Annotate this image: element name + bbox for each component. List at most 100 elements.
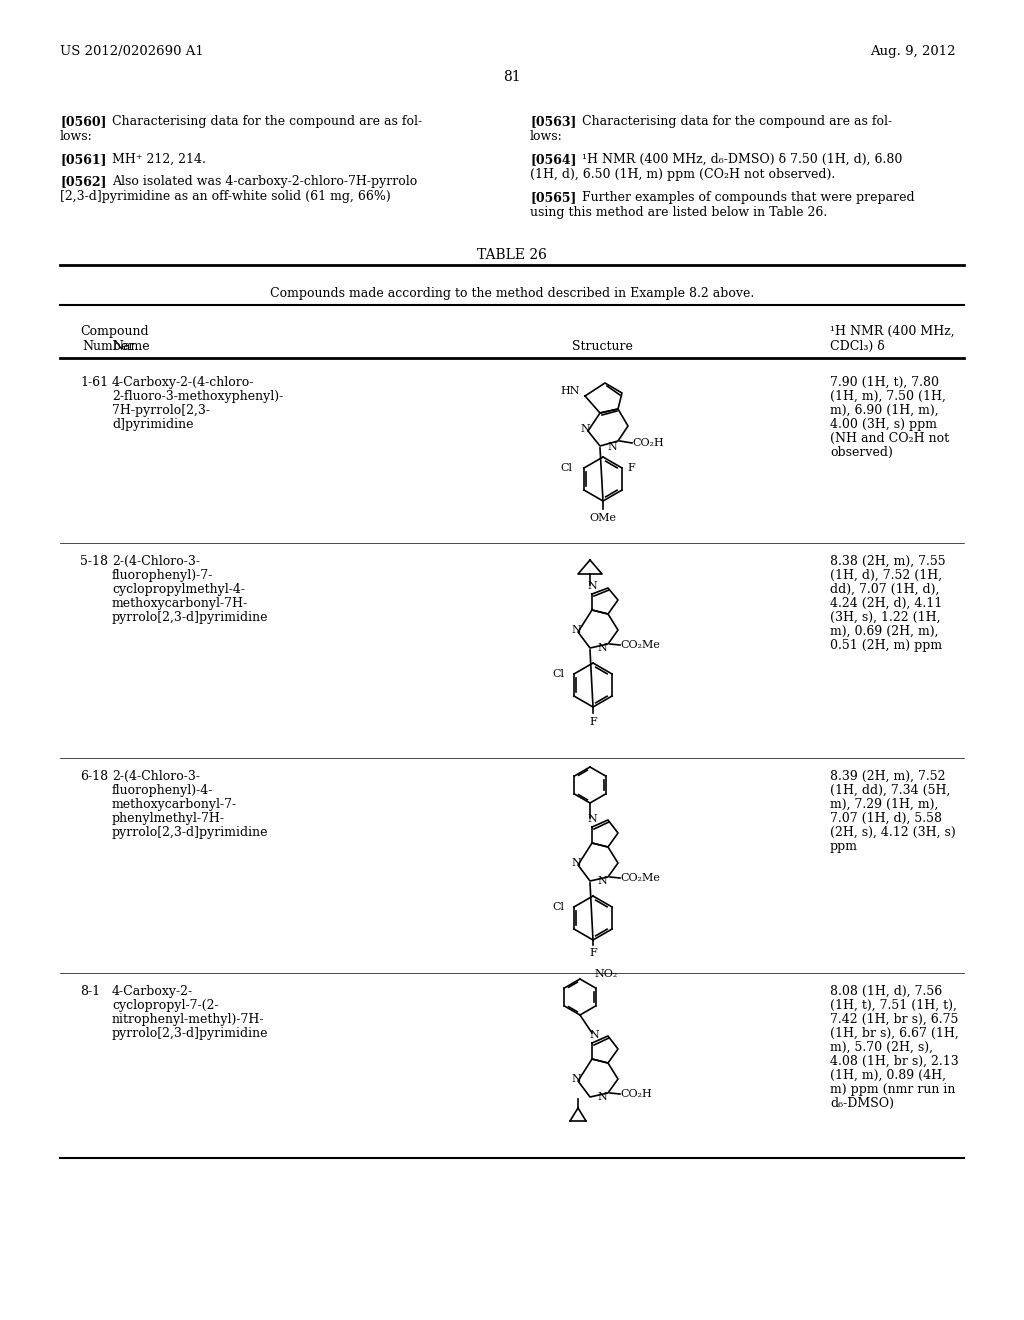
Text: Compounds made according to the method described in Example 8.2 above.: Compounds made according to the method d… xyxy=(270,286,754,300)
Text: 7.42 (1H, br s), 6.75: 7.42 (1H, br s), 6.75 xyxy=(830,1012,958,1026)
Text: fluorophenyl)-7-: fluorophenyl)-7- xyxy=(112,569,213,582)
Text: (1H, d), 7.52 (1H,: (1H, d), 7.52 (1H, xyxy=(830,569,942,582)
Text: nitrophenyl-methyl)-7H-: nitrophenyl-methyl)-7H- xyxy=(112,1012,264,1026)
Text: N: N xyxy=(571,858,581,869)
Text: Structure: Structure xyxy=(572,341,633,352)
Text: phenylmethyl-7H-: phenylmethyl-7H- xyxy=(112,812,225,825)
Text: [0562]: [0562] xyxy=(60,176,106,187)
Text: (3H, s), 1.22 (1H,: (3H, s), 1.22 (1H, xyxy=(830,611,940,624)
Text: ¹H NMR (400 MHz,: ¹H NMR (400 MHz, xyxy=(830,325,954,338)
Text: CO₂H: CO₂H xyxy=(620,1089,651,1100)
Text: m) ppm (nmr run in: m) ppm (nmr run in xyxy=(830,1082,955,1096)
Text: pyrrolo[2,3-d]pyrimidine: pyrrolo[2,3-d]pyrimidine xyxy=(112,826,268,840)
Text: Also isolated was 4-carboxy-2-chloro-7H-pyrrolo: Also isolated was 4-carboxy-2-chloro-7H-… xyxy=(112,176,417,187)
Text: CDCl₃) δ: CDCl₃) δ xyxy=(830,341,885,352)
Text: m), 5.70 (2H, s),: m), 5.70 (2H, s), xyxy=(830,1041,933,1053)
Text: Cl: Cl xyxy=(560,463,572,473)
Text: OMe: OMe xyxy=(590,513,616,523)
Text: 8.38 (2H, m), 7.55: 8.38 (2H, m), 7.55 xyxy=(830,554,945,568)
Text: Aug. 9, 2012: Aug. 9, 2012 xyxy=(870,45,955,58)
Text: lows:: lows: xyxy=(60,129,93,143)
Text: 7H-pyrrolo[2,3-: 7H-pyrrolo[2,3- xyxy=(112,404,210,417)
Text: (1H, m), 7.50 (1H,: (1H, m), 7.50 (1H, xyxy=(830,389,946,403)
Text: d₆-DMSO): d₆-DMSO) xyxy=(830,1097,894,1110)
Text: m), 7.29 (1H, m),: m), 7.29 (1H, m), xyxy=(830,799,938,810)
Text: N: N xyxy=(597,876,607,886)
Text: 81: 81 xyxy=(503,70,521,84)
Text: [0564]: [0564] xyxy=(530,153,577,166)
Text: N: N xyxy=(597,1092,607,1102)
Text: NO₂: NO₂ xyxy=(595,969,617,979)
Text: [0561]: [0561] xyxy=(60,153,106,166)
Text: fluorophenyl)-4-: fluorophenyl)-4- xyxy=(112,784,213,797)
Text: 8.39 (2H, m), 7.52: 8.39 (2H, m), 7.52 xyxy=(830,770,945,783)
Text: 4.00 (3H, s) ppm: 4.00 (3H, s) ppm xyxy=(830,418,937,432)
Text: 6-18: 6-18 xyxy=(80,770,109,783)
Text: ¹H NMR (400 MHz, d₆-DMSO) δ 7.50 (1H, d), 6.80: ¹H NMR (400 MHz, d₆-DMSO) δ 7.50 (1H, d)… xyxy=(582,153,902,166)
Text: ppm: ppm xyxy=(830,840,858,853)
Text: cyclopropyl-7-(2-: cyclopropyl-7-(2- xyxy=(112,999,219,1012)
Text: (1H, dd), 7.34 (5H,: (1H, dd), 7.34 (5H, xyxy=(830,784,950,797)
Text: (1H, m), 0.89 (4H,: (1H, m), 0.89 (4H, xyxy=(830,1069,946,1082)
Text: [0563]: [0563] xyxy=(530,115,577,128)
Text: 7.07 (1H, d), 5.58: 7.07 (1H, d), 5.58 xyxy=(830,812,942,825)
Text: (1H, t), 7.51 (1H, t),: (1H, t), 7.51 (1H, t), xyxy=(830,999,956,1012)
Text: Cl: Cl xyxy=(552,902,564,912)
Text: Characterising data for the compound are as fol-: Characterising data for the compound are… xyxy=(112,115,422,128)
Text: Further examples of compounds that were prepared: Further examples of compounds that were … xyxy=(582,191,914,205)
Text: cyclopropylmethyl-4-: cyclopropylmethyl-4- xyxy=(112,583,245,597)
Text: CO₂Me: CO₂Me xyxy=(620,873,659,883)
Text: 5-18: 5-18 xyxy=(80,554,108,568)
Text: 1-61: 1-61 xyxy=(80,376,109,389)
Text: methoxycarbonyl-7-: methoxycarbonyl-7- xyxy=(112,799,238,810)
Text: N: N xyxy=(607,442,616,451)
Text: N: N xyxy=(571,1074,581,1084)
Text: lows:: lows: xyxy=(530,129,563,143)
Text: Name: Name xyxy=(112,341,150,352)
Text: 0.51 (2H, m) ppm: 0.51 (2H, m) ppm xyxy=(830,639,942,652)
Text: m), 0.69 (2H, m),: m), 0.69 (2H, m), xyxy=(830,624,939,638)
Text: pyrrolo[2,3-d]pyrimidine: pyrrolo[2,3-d]pyrimidine xyxy=(112,1027,268,1040)
Text: F: F xyxy=(589,717,597,727)
Text: 4.08 (1H, br s), 2.13: 4.08 (1H, br s), 2.13 xyxy=(830,1055,958,1068)
Text: Number: Number xyxy=(82,341,134,352)
Text: N: N xyxy=(597,643,607,653)
Text: US 2012/0202690 A1: US 2012/0202690 A1 xyxy=(60,45,204,58)
Text: (1H, br s), 6.67 (1H,: (1H, br s), 6.67 (1H, xyxy=(830,1027,958,1040)
Text: 4.24 (2H, d), 4.11: 4.24 (2H, d), 4.11 xyxy=(830,597,942,610)
Text: HN: HN xyxy=(560,385,580,396)
Text: 2-(4-Chloro-3-: 2-(4-Chloro-3- xyxy=(112,770,200,783)
Text: N: N xyxy=(587,814,597,824)
Text: (NH and CO₂H not: (NH and CO₂H not xyxy=(830,432,949,445)
Text: (1H, d), 6.50 (1H, m) ppm (CO₂H not observed).: (1H, d), 6.50 (1H, m) ppm (CO₂H not obse… xyxy=(530,168,836,181)
Text: d]pyrimidine: d]pyrimidine xyxy=(112,418,194,432)
Text: (2H, s), 4.12 (3H, s): (2H, s), 4.12 (3H, s) xyxy=(830,826,955,840)
Text: N: N xyxy=(587,581,597,591)
Text: [0565]: [0565] xyxy=(530,191,577,205)
Text: Characterising data for the compound are as fol-: Characterising data for the compound are… xyxy=(582,115,892,128)
Text: methoxycarbonyl-7H-: methoxycarbonyl-7H- xyxy=(112,597,248,610)
Text: Cl: Cl xyxy=(552,669,564,678)
Text: 4-Carboxy-2-(4-chloro-: 4-Carboxy-2-(4-chloro- xyxy=(112,376,254,389)
Text: [0560]: [0560] xyxy=(60,115,106,128)
Text: 8-1: 8-1 xyxy=(80,985,100,998)
Text: pyrrolo[2,3-d]pyrimidine: pyrrolo[2,3-d]pyrimidine xyxy=(112,611,268,624)
Text: dd), 7.07 (1H, d),: dd), 7.07 (1H, d), xyxy=(830,583,939,597)
Text: [2,3-d]pyrimidine as an off-white solid (61 mg, 66%): [2,3-d]pyrimidine as an off-white solid … xyxy=(60,190,391,203)
Text: 2-(4-Chloro-3-: 2-(4-Chloro-3- xyxy=(112,554,200,568)
Text: N: N xyxy=(581,424,590,434)
Text: 8.08 (1H, d), 7.56: 8.08 (1H, d), 7.56 xyxy=(830,985,942,998)
Text: 7.90 (1H, t), 7.80: 7.90 (1H, t), 7.80 xyxy=(830,376,939,389)
Text: TABLE 26: TABLE 26 xyxy=(477,248,547,261)
Text: observed): observed) xyxy=(830,446,893,459)
Text: N: N xyxy=(571,624,581,635)
Text: CO₂Me: CO₂Me xyxy=(620,640,659,649)
Text: Compound: Compound xyxy=(80,325,148,338)
Text: N: N xyxy=(589,1030,599,1040)
Text: MH⁺ 212, 214.: MH⁺ 212, 214. xyxy=(112,153,206,166)
Text: using this method are listed below in Table 26.: using this method are listed below in Ta… xyxy=(530,206,827,219)
Text: m), 6.90 (1H, m),: m), 6.90 (1H, m), xyxy=(830,404,939,417)
Text: 4-Carboxy-2-: 4-Carboxy-2- xyxy=(112,985,194,998)
Text: CO₂H: CO₂H xyxy=(632,438,664,447)
Text: F: F xyxy=(627,463,635,473)
